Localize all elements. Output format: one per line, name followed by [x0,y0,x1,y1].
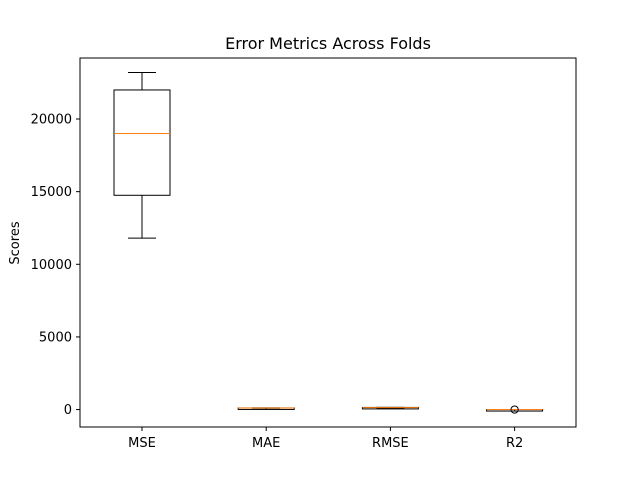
y-tick-label: 0 [64,403,72,418]
chart-title: Error Metrics Across Folds [225,34,431,53]
y-axis-label: Scores [8,221,23,264]
x-tick-label: R2 [506,436,523,451]
y-tick-label: 15000 [31,185,72,200]
y-tick-label: 5000 [39,330,72,345]
y-tick-label: 10000 [31,258,72,273]
y-tick-label: 20000 [31,113,72,128]
x-tick-label: RMSE [372,436,409,451]
x-tick-label: MAE [252,436,280,451]
x-tick-label: MSE [128,436,156,451]
axes-frame [79,57,577,428]
plot-area: 0 5000 10000 15000 20000 MSE MAE RMSE R2 [31,72,544,451]
outlier-point [510,405,519,414]
box-mse [113,89,171,196]
